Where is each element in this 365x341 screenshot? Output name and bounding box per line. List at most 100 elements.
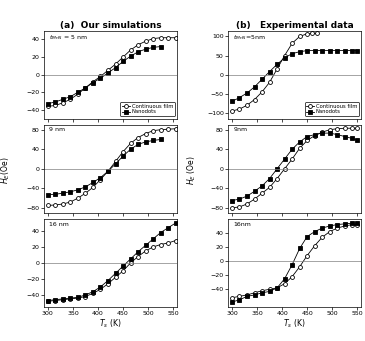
Nanodots xyxy=(275,62,279,66)
Nanodots xyxy=(128,54,133,58)
Continuous film xyxy=(143,132,148,136)
Continuous film xyxy=(305,253,310,257)
Continuous film xyxy=(327,229,332,234)
Nanodots xyxy=(320,48,324,53)
Continuous film xyxy=(355,126,360,130)
Nanodots xyxy=(121,154,125,158)
Continuous film xyxy=(151,245,155,249)
Nanodots xyxy=(297,50,302,54)
Nanodots xyxy=(61,97,65,101)
Nanodots xyxy=(343,134,347,138)
Nanodots xyxy=(268,70,272,74)
Continuous film xyxy=(166,241,170,245)
Continuous film xyxy=(305,32,310,36)
Nanodots xyxy=(260,77,264,81)
Continuous film xyxy=(98,74,103,78)
Text: 9 nm: 9 nm xyxy=(49,128,65,132)
Continuous film xyxy=(53,103,58,107)
Nanodots xyxy=(327,224,332,228)
Nanodots xyxy=(230,300,234,304)
Continuous film xyxy=(275,177,279,181)
Nanodots xyxy=(312,229,317,234)
Continuous film xyxy=(53,203,58,207)
Continuous film xyxy=(173,127,178,131)
Nanodots xyxy=(61,191,65,195)
Continuous film xyxy=(114,62,118,66)
Nanodots xyxy=(268,177,272,181)
Nanodots xyxy=(114,65,118,70)
Continuous film xyxy=(98,287,103,291)
Nanodots xyxy=(237,197,242,201)
Continuous film xyxy=(290,157,294,161)
Nanodots xyxy=(143,47,148,51)
Continuous film xyxy=(76,296,80,300)
Continuous film xyxy=(252,98,257,102)
Nanodots xyxy=(350,221,354,225)
Continuous film xyxy=(83,191,88,195)
Continuous film xyxy=(166,36,170,40)
Text: 9nm: 9nm xyxy=(233,128,247,132)
Continuous film xyxy=(173,238,178,242)
Continuous film xyxy=(275,286,279,290)
Nanodots xyxy=(151,45,155,49)
Continuous film xyxy=(61,298,65,302)
Nanodots xyxy=(343,222,347,226)
Continuous film xyxy=(158,36,163,40)
Nanodots xyxy=(143,243,148,247)
Continuous film xyxy=(91,80,95,84)
Line: Nanodots: Nanodots xyxy=(46,221,178,302)
Continuous film xyxy=(98,178,103,182)
Nanodots xyxy=(305,134,310,138)
Nanodots xyxy=(290,263,294,267)
Continuous film xyxy=(76,196,80,200)
Line: Nanodots: Nanodots xyxy=(230,131,359,203)
Nanodots xyxy=(252,85,257,89)
Continuous film xyxy=(230,296,234,300)
Continuous film xyxy=(76,92,80,96)
Line: Continuous film: Continuous film xyxy=(46,127,178,207)
Nanodots xyxy=(350,136,354,140)
Nanodots xyxy=(136,250,140,254)
Continuous film xyxy=(252,291,257,295)
Continuous film xyxy=(260,289,264,293)
Nanodots xyxy=(53,192,58,196)
Continuous film xyxy=(327,128,332,132)
Nanodots xyxy=(151,138,155,143)
Continuous film xyxy=(91,291,95,295)
Continuous film xyxy=(343,224,347,228)
Nanodots xyxy=(136,50,140,54)
Text: 16 nm: 16 nm xyxy=(49,222,69,226)
Continuous film xyxy=(237,205,242,209)
Continuous film xyxy=(114,160,118,164)
Nanodots xyxy=(128,257,133,261)
Continuous film xyxy=(121,269,125,273)
Continuous film xyxy=(252,197,257,201)
Nanodots xyxy=(320,131,324,135)
Continuous film xyxy=(158,242,163,247)
Continuous film xyxy=(68,200,73,204)
Continuous film xyxy=(143,249,148,253)
Title: (a)  Our simulations: (a) Our simulations xyxy=(60,21,161,30)
Nanodots xyxy=(83,293,88,297)
Nanodots xyxy=(114,162,118,166)
Nanodots xyxy=(237,298,242,302)
Continuous film xyxy=(297,146,302,150)
Continuous film xyxy=(290,41,294,45)
Line: Continuous film: Continuous film xyxy=(230,126,359,210)
Continuous film xyxy=(230,206,234,210)
Continuous film xyxy=(166,127,170,131)
Continuous film xyxy=(350,126,354,130)
Nanodots xyxy=(245,91,249,95)
Line: Nanodots: Nanodots xyxy=(230,221,359,304)
Continuous film xyxy=(350,223,354,227)
Nanodots xyxy=(158,137,163,142)
Nanodots xyxy=(260,291,264,295)
Nanodots xyxy=(290,51,294,56)
Continuous film xyxy=(283,54,287,58)
Nanodots xyxy=(128,147,133,151)
Text: $t_{MnN}$ = 5 nm: $t_{MnN}$ = 5 nm xyxy=(49,33,88,42)
Continuous film xyxy=(136,254,140,258)
Continuous film xyxy=(151,129,155,133)
Nanodots xyxy=(158,44,163,48)
Legend: Continuous film, Nanodots: Continuous film, Nanodots xyxy=(304,102,359,116)
